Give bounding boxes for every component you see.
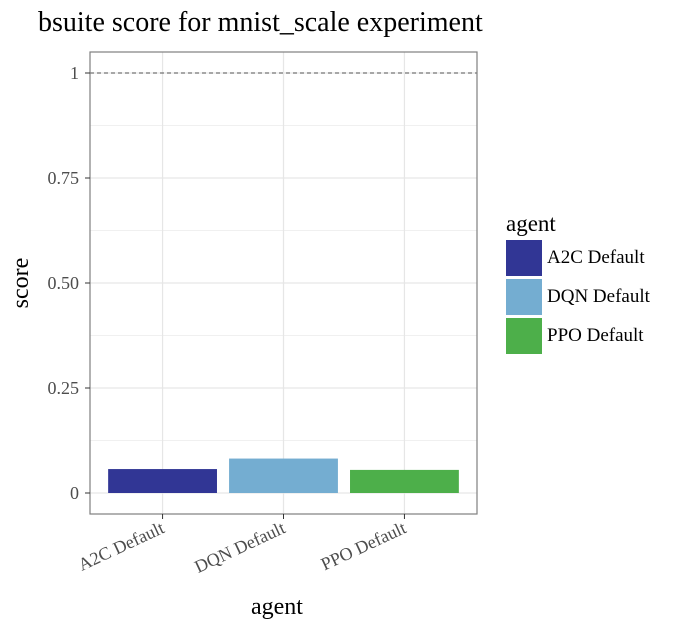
legend: agent A2C Default DQN Default PPO Default	[506, 211, 651, 354]
y-tick-label: 0.75	[48, 168, 80, 188]
x-tick-label: PPO Default	[318, 517, 409, 574]
y-tick-label: 0	[70, 483, 79, 503]
x-axis-ticks: A2C Default DQN Default PPO Default	[75, 514, 409, 577]
x-tick-label: DQN Default	[191, 517, 288, 576]
legend-label: A2C Default	[547, 247, 645, 268]
legend-label: PPO Default	[547, 325, 644, 346]
bars	[108, 458, 459, 493]
chart-title: bsuite score for mnist_scale experiment	[38, 7, 483, 38]
legend-items: A2C Default DQN Default PPO Default	[506, 240, 651, 354]
legend-title: agent	[506, 211, 556, 236]
legend-label: DQN Default	[547, 286, 651, 307]
y-tick-label: 0.25	[48, 378, 80, 398]
y-tick-label: 0.50	[48, 273, 80, 293]
y-tick-label: 1	[70, 63, 79, 83]
x-tick-label: A2C Default	[75, 517, 167, 574]
legend-swatch	[506, 318, 542, 354]
legend-swatch	[506, 240, 542, 276]
bar	[108, 469, 217, 493]
x-axis-label: agent	[251, 594, 303, 620]
y-axis-label: score	[8, 258, 34, 309]
y-axis-ticks: 0 0.25 0.50 0.75 1	[48, 63, 90, 503]
legend-swatch	[506, 279, 542, 315]
bar	[350, 469, 459, 493]
bar	[229, 458, 338, 493]
